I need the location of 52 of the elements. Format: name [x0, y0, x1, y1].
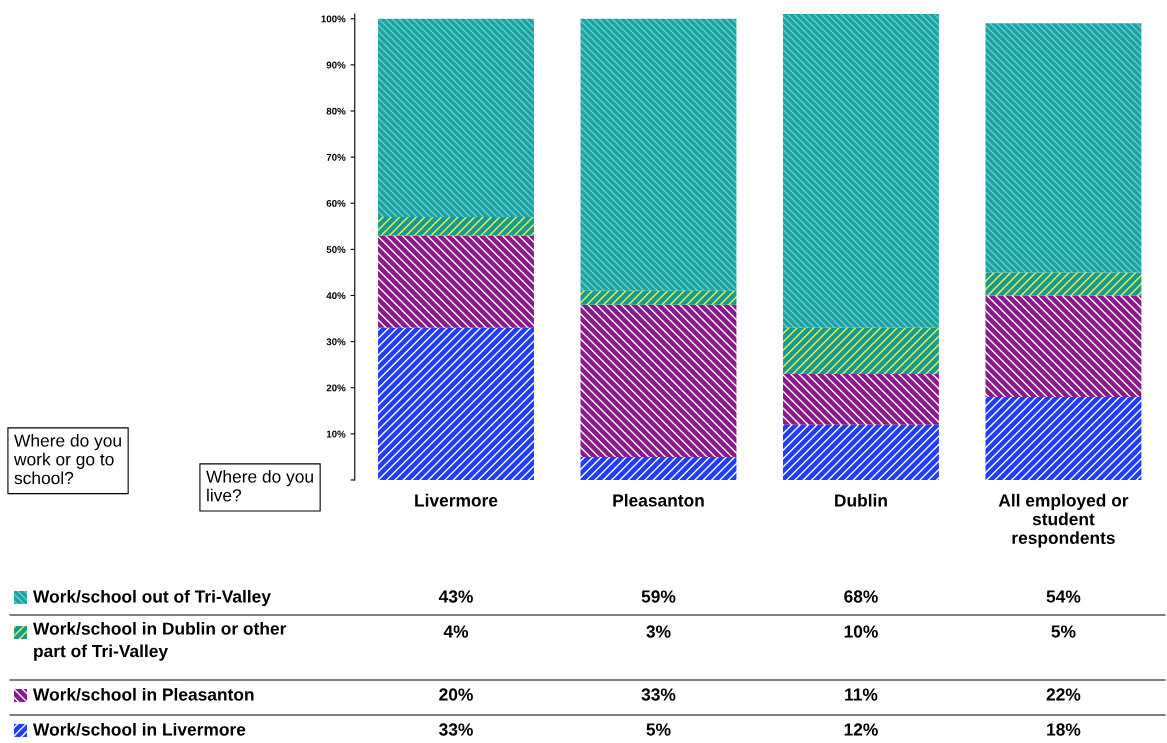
bar	[985, 272, 1142, 296]
y-tick-label: 10%	[326, 430, 346, 438]
data-label: 43%	[438, 590, 473, 603]
y-tick-label: 70%	[326, 153, 346, 161]
data-label: 18%	[1047, 723, 1081, 736]
x-tick-label: Livermore	[415, 493, 498, 507]
data-label: 59%	[641, 590, 676, 603]
bar	[378, 327, 534, 480]
bar	[985, 295, 1142, 397]
text: Where do you live?	[206, 470, 313, 502]
bar	[783, 373, 939, 425]
legend-label: Work/school in Livermore	[33, 722, 246, 736]
data-label: 5%	[1051, 625, 1076, 638]
data-label: 54%	[1046, 590, 1081, 603]
data-label: 33%	[641, 688, 676, 701]
legend-label: Work/school out of Tri-Valley	[33, 589, 271, 607]
bar	[378, 18, 534, 218]
y-tick-label: 90%	[326, 61, 346, 69]
bar	[580, 18, 737, 291]
data-label: 20%	[439, 688, 473, 701]
y-tick-label: 60%	[326, 199, 346, 207]
bar	[580, 456, 737, 480]
bar	[985, 396, 1142, 480]
x-tick-label: Dublin	[835, 493, 887, 507]
bar	[783, 14, 939, 328]
bar	[783, 424, 939, 480]
text: Where do you work or go to school?	[13, 434, 121, 485]
y-tick-label: 80%	[326, 107, 346, 115]
bar	[783, 327, 939, 374]
legend-label: Work/school in Dublin or other part of Tri-Valley	[33, 622, 287, 661]
bar	[580, 304, 737, 457]
y-tick-label: 40%	[326, 292, 346, 300]
data-label: 3%	[646, 625, 671, 638]
bar	[378, 217, 534, 236]
y-tick-label: 30%	[326, 338, 346, 346]
data-label: 10%	[844, 625, 878, 638]
data-label: 68%	[844, 590, 878, 603]
data-label: 22%	[1046, 688, 1081, 701]
y-tick-label: 100%	[321, 15, 346, 23]
bar	[580, 290, 737, 305]
legend-label: Work/school in Pleasanton	[33, 687, 254, 701]
y-tick-label: 20%	[326, 384, 346, 392]
data-label: 33%	[439, 723, 473, 736]
bar	[985, 23, 1142, 273]
bar	[378, 235, 534, 328]
data-label: 5%	[646, 723, 671, 736]
data-label: 12%	[844, 723, 878, 736]
data-label: 4%	[443, 625, 469, 638]
x-tick-label: All employed or student respondents	[998, 493, 1129, 548]
y-tick-label: 50%	[326, 246, 346, 253]
x-tick-label: Pleasanton	[613, 493, 704, 507]
data-label: 11%	[845, 688, 878, 701]
